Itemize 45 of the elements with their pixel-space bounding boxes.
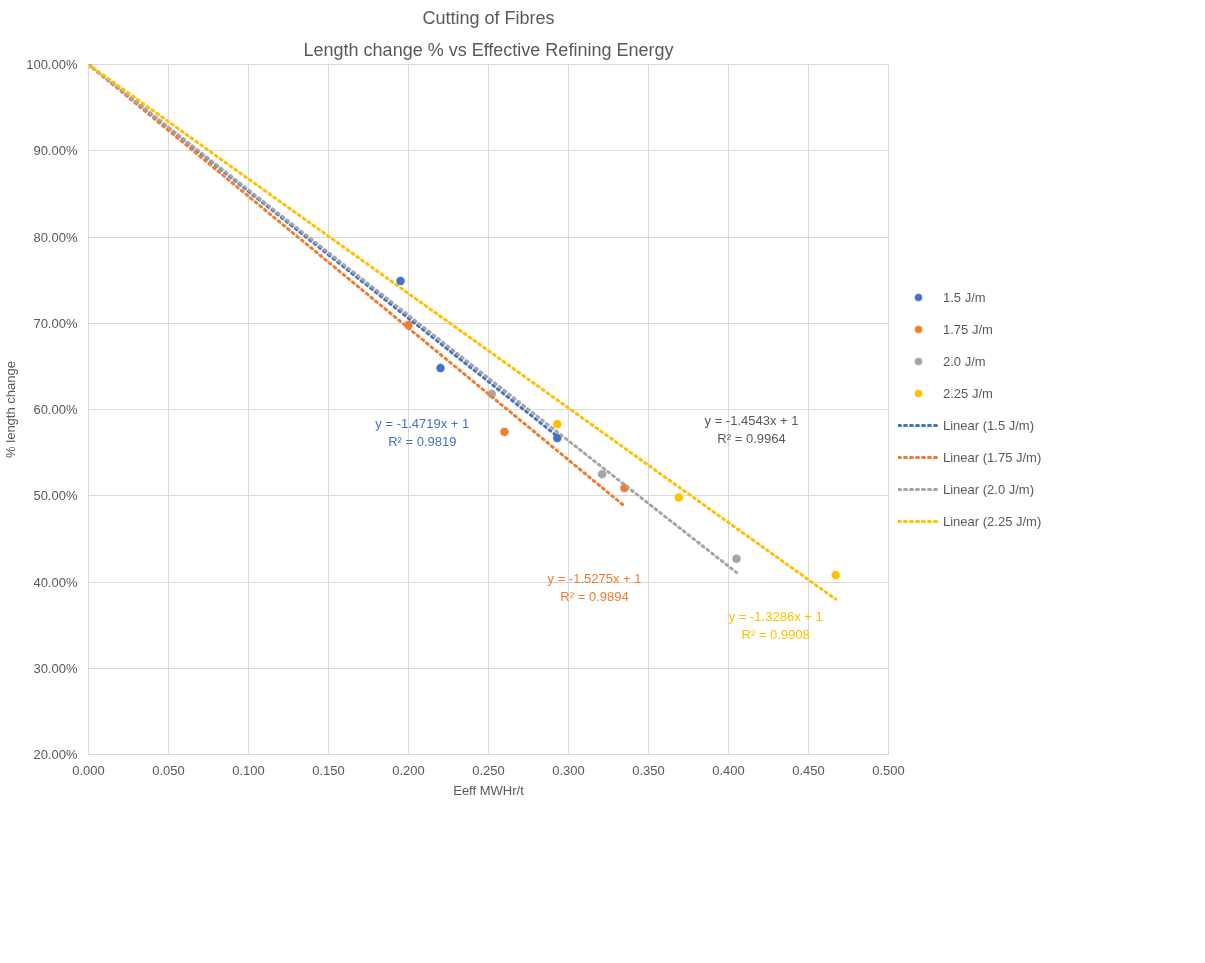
x-axis-title: Eeff MWHr/t bbox=[453, 782, 525, 798]
point bbox=[435, 363, 446, 373]
chart-subtitle: Length change % vs Effective Refining Energy bbox=[303, 39, 674, 60]
y-tick-label: 70.00% bbox=[33, 315, 78, 331]
annotation: y = -1.3286x + 1 R² = 0.9908 bbox=[728, 609, 823, 643]
y-tick-label: 100.00% bbox=[26, 57, 78, 72]
x-tick-label: 0.400 bbox=[712, 762, 745, 778]
legend-label: Linear (1.75 J/m) bbox=[943, 449, 1042, 465]
x-tick-label: 0.450 bbox=[792, 762, 825, 778]
x-tick-label: 0.200 bbox=[392, 762, 425, 778]
y-tick-label: 50.00% bbox=[33, 488, 78, 504]
x-tick-label: 0.000 bbox=[72, 762, 105, 778]
annotation: y = -1.4719x + 1 R² = 0.9819 bbox=[375, 416, 470, 450]
point bbox=[552, 419, 563, 429]
x-tick-label: 0.250 bbox=[472, 762, 505, 778]
legend-label: Linear (2.0 J/m) bbox=[943, 481, 1035, 497]
point bbox=[830, 570, 841, 580]
legend-label: Linear (1.5 J/m) bbox=[943, 417, 1035, 433]
y-tick-label: 80.00% bbox=[33, 229, 78, 245]
x-tick-label: 0.150 bbox=[312, 762, 345, 778]
point bbox=[674, 492, 684, 503]
legend-label: 1.75 J/m bbox=[943, 321, 993, 337]
x-tick-label: 0.500 bbox=[872, 762, 905, 778]
y-tick-label: 40.00% bbox=[33, 574, 78, 590]
x-tick-label: 0.300 bbox=[552, 762, 585, 778]
annotation: y = -1.4543x + 1 R² = 0.9964 bbox=[704, 412, 799, 446]
y-tick-label: 20.00% bbox=[33, 747, 78, 762]
annotation: y = -1.5275x + 1 R² = 0.9894 bbox=[547, 571, 642, 605]
x-tick-label: 0.100 bbox=[232, 762, 265, 778]
legend-label: 1.5 J/m bbox=[943, 289, 986, 305]
x-tick-label: 0.050 bbox=[152, 762, 185, 778]
point bbox=[597, 469, 607, 479]
chart-title: Cutting of Fibres bbox=[422, 7, 555, 28]
x-tick-label: 0.350 bbox=[632, 762, 665, 778]
legend-label: 2.0 J/m bbox=[943, 353, 986, 369]
point bbox=[552, 433, 563, 443]
y-tick-label: 60.00% bbox=[33, 402, 78, 417]
y-tick-label: 30.00% bbox=[33, 660, 78, 676]
point bbox=[731, 553, 742, 564]
point bbox=[395, 276, 406, 286]
point bbox=[499, 427, 510, 437]
y-tick-label: 90.00% bbox=[33, 143, 78, 159]
legend-label: Linear (2.25 J/m) bbox=[943, 513, 1042, 529]
y-axis-title: % length change bbox=[3, 361, 19, 458]
legend-label: 2.25 J/m bbox=[943, 385, 993, 401]
